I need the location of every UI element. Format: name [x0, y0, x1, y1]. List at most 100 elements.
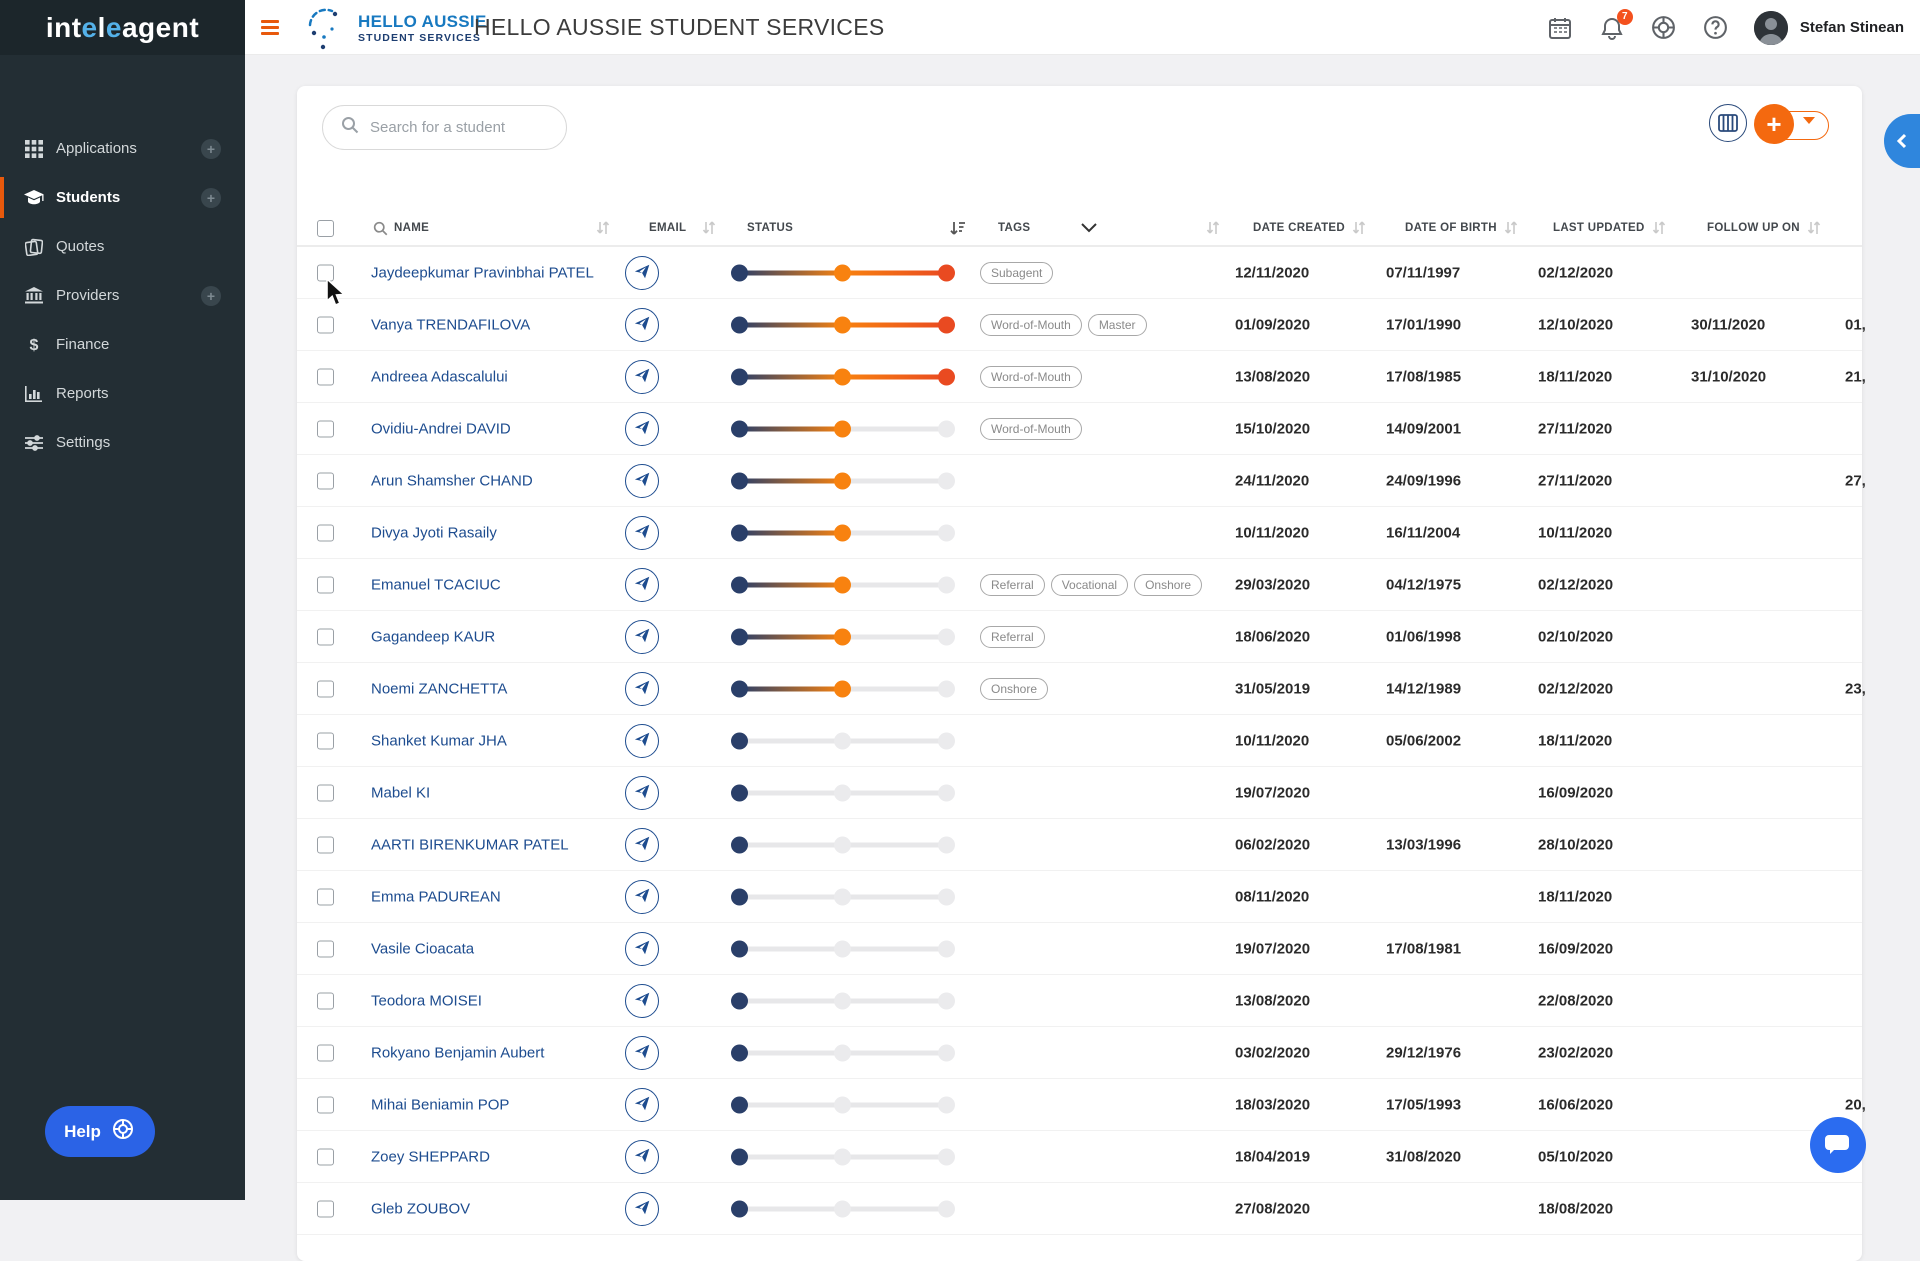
support-lifebuoy-icon[interactable]: [1650, 14, 1678, 42]
sort-icon[interactable]: [1205, 213, 1221, 243]
slider-dot[interactable]: [834, 732, 851, 749]
slider-dot[interactable]: [834, 1200, 851, 1217]
slider-dot[interactable]: [938, 1148, 955, 1165]
hamburger-menu-button[interactable]: [261, 17, 281, 37]
slider-dot[interactable]: [834, 316, 851, 333]
status-slider[interactable]: [731, 680, 955, 697]
status-slider[interactable]: [731, 524, 955, 541]
search-input[interactable]: [370, 119, 550, 136]
slider-dot[interactable]: [731, 576, 748, 593]
send-email-button[interactable]: [625, 828, 659, 862]
student-name-link[interactable]: Vanya TRENDAFILOVA: [371, 316, 530, 333]
status-slider[interactable]: [731, 940, 955, 957]
slider-dot[interactable]: [834, 524, 851, 541]
column-header-last-updated[interactable]: LAST UPDATED: [1553, 213, 1667, 243]
sidebar-item-settings[interactable]: Settings: [0, 418, 245, 467]
slider-dot[interactable]: [938, 1044, 955, 1061]
slider-dot[interactable]: [834, 420, 851, 437]
student-name-link[interactable]: Mihai Beniamin POP: [371, 1096, 509, 1113]
slider-dot[interactable]: [938, 316, 955, 333]
slider-dot[interactable]: [938, 940, 955, 957]
sort-icon[interactable]: [1806, 221, 1822, 235]
calendar-icon[interactable]: [1546, 14, 1574, 42]
column-settings-button[interactable]: [1709, 104, 1747, 142]
student-name-link[interactable]: Divya Jyoti Rasaily: [371, 524, 497, 541]
status-slider[interactable]: [731, 264, 955, 281]
slider-dot[interactable]: [938, 1096, 955, 1113]
student-name-link[interactable]: Andreea Adascalului: [371, 368, 508, 385]
sort-amount-icon[interactable]: [949, 213, 966, 243]
slider-dot[interactable]: [834, 784, 851, 801]
help-question-icon[interactable]: [1702, 14, 1730, 42]
student-name-link[interactable]: Vasile Cioacata: [371, 940, 474, 957]
student-name-link[interactable]: Gleb ZOUBOV: [371, 1200, 470, 1217]
slider-dot[interactable]: [834, 992, 851, 1009]
add-plus-icon[interactable]: +: [201, 188, 221, 208]
slider-dot[interactable]: [731, 888, 748, 905]
student-name-link[interactable]: Emanuel TCACIUC: [371, 576, 501, 593]
slider-dot[interactable]: [938, 576, 955, 593]
status-slider[interactable]: [731, 1096, 955, 1113]
row-checkbox[interactable]: [317, 316, 334, 333]
row-checkbox[interactable]: [317, 836, 334, 853]
slider-dot[interactable]: [834, 940, 851, 957]
row-checkbox[interactable]: [317, 1044, 334, 1061]
column-header-email[interactable]: EMAIL: [649, 213, 686, 243]
slider-dot[interactable]: [938, 836, 955, 853]
send-email-button[interactable]: [625, 568, 659, 602]
notifications-bell-icon[interactable]: 7: [1598, 14, 1626, 42]
slider-dot[interactable]: [938, 732, 955, 749]
sort-icon[interactable]: [1651, 221, 1667, 235]
row-checkbox[interactable]: [317, 524, 334, 541]
send-email-button[interactable]: [625, 880, 659, 914]
student-name-link[interactable]: Emma PADUREAN: [371, 888, 501, 905]
sidebar-item-quotes[interactable]: Quotes: [0, 222, 245, 271]
send-email-button[interactable]: [625, 1192, 659, 1226]
slider-dot[interactable]: [731, 784, 748, 801]
row-checkbox[interactable]: [317, 888, 334, 905]
student-name-link[interactable]: Gagandeep KAUR: [371, 628, 495, 645]
send-email-button[interactable]: [625, 620, 659, 654]
slider-dot[interactable]: [834, 628, 851, 645]
slider-dot[interactable]: [731, 1148, 748, 1165]
slider-dot[interactable]: [834, 888, 851, 905]
slider-dot[interactable]: [731, 420, 748, 437]
slider-dot[interactable]: [938, 524, 955, 541]
slider-dot[interactable]: [731, 264, 748, 281]
sidebar-item-finance[interactable]: $Finance: [0, 320, 245, 369]
send-email-button[interactable]: [625, 516, 659, 550]
send-email-button[interactable]: [625, 1036, 659, 1070]
slider-dot[interactable]: [938, 472, 955, 489]
row-checkbox[interactable]: [317, 472, 334, 489]
slider-dot[interactable]: [938, 628, 955, 645]
status-slider[interactable]: [731, 1044, 955, 1061]
add-student-button[interactable]: +: [1754, 104, 1794, 144]
row-checkbox[interactable]: [317, 680, 334, 697]
slider-dot[interactable]: [731, 472, 748, 489]
send-email-button[interactable]: [625, 672, 659, 706]
slider-dot[interactable]: [834, 472, 851, 489]
slider-dot[interactable]: [731, 1096, 748, 1113]
slider-dot[interactable]: [731, 628, 748, 645]
slider-dot[interactable]: [938, 784, 955, 801]
add-plus-icon[interactable]: +: [201, 286, 221, 306]
column-header-follow-up-on[interactable]: FOLLOW UP ON: [1707, 213, 1822, 243]
student-name-link[interactable]: Ovidiu-Andrei DAVID: [371, 420, 511, 437]
slider-dot[interactable]: [731, 732, 748, 749]
status-slider[interactable]: [731, 888, 955, 905]
slider-dot[interactable]: [731, 680, 748, 697]
slider-dot[interactable]: [938, 680, 955, 697]
help-button[interactable]: Help: [45, 1106, 155, 1157]
column-header-status[interactable]: STATUS: [747, 213, 793, 243]
send-email-button[interactable]: [625, 724, 659, 758]
slider-dot[interactable]: [731, 1200, 748, 1217]
status-slider[interactable]: [731, 784, 955, 801]
chevron-down-icon[interactable]: [1081, 213, 1097, 243]
sidebar-item-providers[interactable]: Providers+: [0, 271, 245, 320]
status-slider[interactable]: [731, 732, 955, 749]
slider-dot[interactable]: [731, 368, 748, 385]
row-checkbox[interactable]: [317, 576, 334, 593]
slider-dot[interactable]: [731, 1044, 748, 1061]
status-slider[interactable]: [731, 368, 955, 385]
status-slider[interactable]: [731, 420, 955, 437]
